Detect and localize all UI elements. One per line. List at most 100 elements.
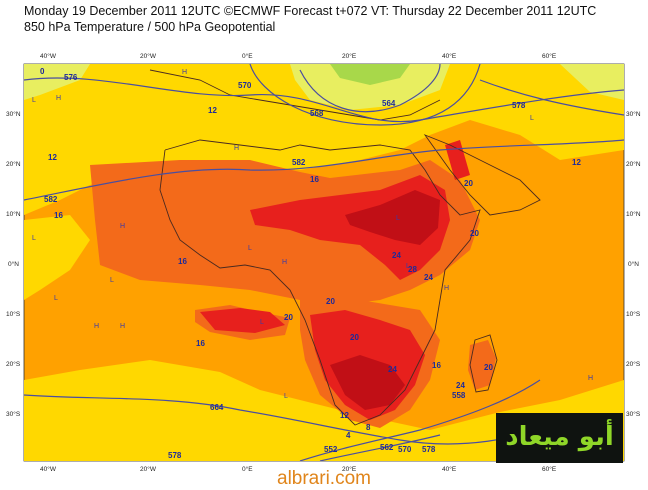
contour-label: 16 [310, 175, 319, 184]
lon-label: 60°E [542, 465, 557, 473]
pressure-markers: H H H H H H H H H L L L L L L L L L L [32, 69, 593, 400]
lat-label: 0°N [628, 260, 639, 268]
lat-label: 30°S [626, 410, 641, 418]
lon-label: 0°E [242, 52, 253, 60]
lat-label: 20°N [626, 160, 641, 168]
lat-label: 10°N [6, 210, 21, 218]
contour-label: 12 [48, 153, 57, 162]
coast-europe [149, 69, 441, 121]
contour-label: 20 [464, 179, 473, 188]
contour-label: 16 [54, 211, 63, 220]
contour-label: 564 [382, 99, 396, 108]
high-marker: H [56, 95, 61, 102]
contour-label: 12 [208, 106, 217, 115]
high-marker: H [588, 375, 593, 382]
contour-label: 24 [392, 251, 401, 260]
temp-band-12 [24, 64, 624, 215]
contour-label: 20 [284, 313, 293, 322]
contour-label: 582 [292, 158, 306, 167]
lon-label: 20°E [342, 52, 357, 60]
coastlines [149, 69, 541, 426]
contour-label: 558 [452, 391, 466, 400]
contour-570 [249, 64, 481, 126]
low-marker: L [32, 235, 36, 242]
high-marker: H [120, 323, 125, 330]
contour-label: 578 [168, 451, 182, 460]
temp-band-24-sw [200, 308, 285, 333]
high-marker: H [234, 145, 239, 152]
temperature-field [24, 64, 624, 461]
low-marker: L [260, 319, 264, 326]
contour-label: 20 [350, 333, 359, 342]
lon-label: 40°W [40, 465, 57, 473]
lat-label: 30°S [6, 410, 21, 418]
contour-564 [299, 64, 441, 113]
lat-label: 20°N [6, 160, 21, 168]
lat-label: 30°N [6, 110, 21, 118]
high-marker: H [282, 259, 287, 266]
geopotential-contours [24, 64, 624, 461]
lon-label: 20°E [342, 465, 357, 473]
lat-label: 10°S [6, 310, 21, 318]
lon-label: 60°E [542, 52, 557, 60]
low-marker: L [110, 277, 114, 284]
contour-label: 28 [408, 265, 417, 274]
temp-band-28 [345, 190, 440, 245]
temp-band-8 [290, 64, 450, 110]
forecast-subtitle: 850 hPa Temperature / 500 hPa Geopotenti… [24, 20, 276, 34]
high-marker: H [120, 223, 125, 230]
temp-band-24-ne [445, 140, 470, 180]
contour-label: 562 [380, 443, 394, 452]
contour-578-east [479, 79, 624, 116]
lat-label: 10°S [626, 310, 641, 318]
contour-label: 12 [340, 411, 349, 420]
low-marker: L [396, 215, 400, 222]
temp-band-20-mad [468, 340, 496, 390]
contour-label: 576 [64, 73, 78, 82]
lat-label: 30°N [626, 110, 641, 118]
low-marker: L [406, 263, 410, 270]
contour-label: 8 [366, 423, 371, 432]
lat-label: 20°S [626, 360, 641, 368]
contour-label: 0 [40, 67, 45, 76]
temp-band-4 [330, 64, 410, 85]
high-marker: H [444, 285, 449, 292]
high-marker: H [182, 69, 187, 76]
contour-label: 20 [484, 363, 493, 372]
contour-label: 570 [398, 445, 412, 454]
forecast-title: Monday 19 December 2011 12UTC ©ECMWF For… [24, 4, 597, 18]
watermark-logo: أبو ميعاد [496, 413, 623, 463]
contour-label: 16 [432, 361, 441, 370]
contour-label: 16 [178, 257, 187, 266]
contour-label: 664 [210, 403, 224, 412]
coast-madagascar [469, 334, 498, 393]
lat-label: 20°S [6, 360, 21, 368]
longitude-labels-bottom: 40°W 20°W 0°E 20°E 40°E 60°E [40, 465, 557, 473]
low-marker: L [530, 115, 534, 122]
high-marker: H [94, 323, 99, 330]
contour-578-north [24, 77, 624, 123]
contour-label: 578 [422, 445, 436, 454]
site-watermark[interactable]: albrari.com [277, 468, 371, 489]
low-marker: L [54, 295, 58, 302]
coast-arabia [423, 134, 541, 216]
contour-564-south [319, 434, 441, 461]
temp-band-12-west [24, 215, 90, 300]
contour-576-south [24, 394, 561, 445]
longitude-labels-top: 40°W 20°W 0°E 20°E 40°E 60°E [40, 52, 557, 60]
lat-label: 10°N [626, 210, 641, 218]
contour-label: 24 [424, 273, 433, 282]
lon-label: 40°W [40, 52, 57, 60]
contour-label: 24 [456, 381, 465, 390]
latitude-labels-right: 30°N 20°N 10°N 0°N 10°S 20°S 30°S [626, 110, 641, 418]
contour-label: 4 [346, 431, 351, 440]
contour-582 [24, 139, 624, 201]
contour-labels: 576 564 568 570 578 582 582 12 12 12 16 … [40, 67, 581, 460]
lon-label: 20°W [140, 465, 157, 473]
lon-label: 0°E [242, 465, 253, 473]
temp-band-28-south [330, 355, 405, 410]
temp-band-8-b [24, 64, 90, 100]
temp-band-12-south [24, 360, 624, 461]
low-marker: L [248, 245, 252, 252]
